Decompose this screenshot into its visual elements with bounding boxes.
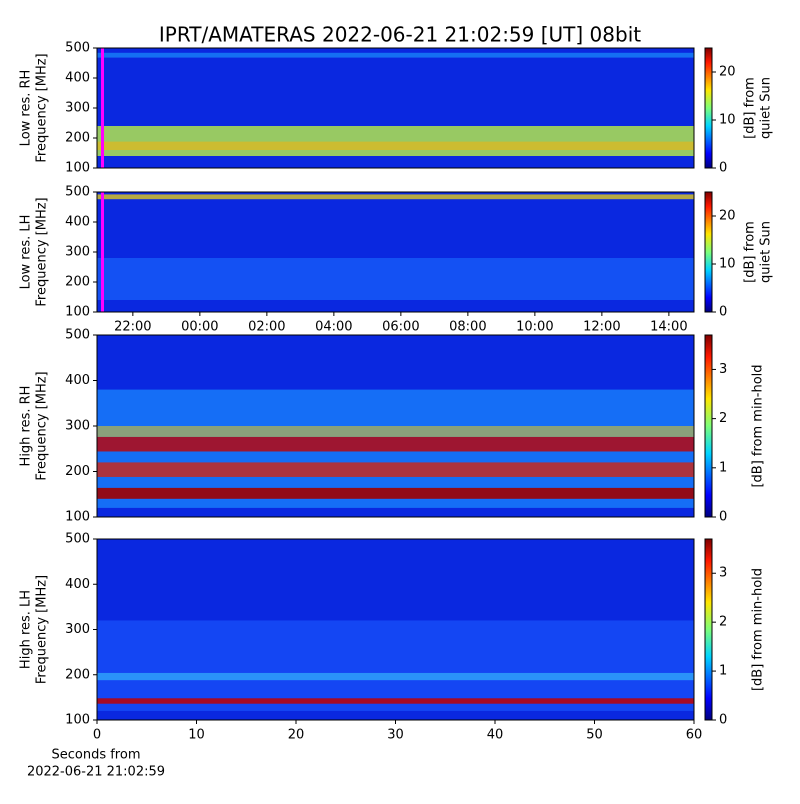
colorbar-tick-label: 20 — [719, 65, 736, 80]
colorbar-tick-label: 3 — [719, 362, 727, 377]
colorbar-tick-label: 10 — [719, 257, 736, 272]
marker-line — [101, 192, 104, 312]
y-axis-label: Frequency [MHz] — [35, 371, 50, 480]
spectrogram-band — [97, 194, 694, 200]
colorbar-tick-label: 10 — [719, 113, 736, 128]
x-tick-label: 10:00 — [516, 320, 553, 335]
y-axis-label: Low res. RH — [19, 70, 34, 147]
colorbar-tick-label: 0 — [719, 510, 727, 525]
colorbar — [704, 191, 713, 313]
colorbar-tick-label: 20 — [719, 209, 736, 224]
spectrogram-band — [97, 620, 694, 711]
y-tick-label: 500 — [65, 328, 90, 343]
y-axis-label: Frequency [MHz] — [35, 197, 50, 306]
spectrogram-band — [97, 141, 694, 150]
y-axis-label: Frequency [MHz] — [35, 575, 50, 684]
x-tick-label: 14:00 — [650, 320, 687, 335]
colorbar-tick-label: 0 — [719, 305, 727, 320]
y-tick-label: 300 — [65, 622, 90, 637]
colorbar — [704, 47, 713, 169]
colorbar-label: [dB] from min-hold — [751, 568, 766, 691]
colorbar-label: quiet Sun — [759, 77, 774, 139]
y-tick-label: 400 — [65, 71, 90, 86]
colorbar-tick-label: 2 — [719, 411, 727, 426]
y-tick-label: 400 — [65, 373, 90, 388]
x-tick-label: 10 — [188, 728, 205, 743]
y-tick-label: 100 — [65, 713, 90, 728]
spectrogram-band — [97, 462, 694, 477]
y-tick-label: 100 — [65, 161, 90, 176]
y-tick-label: 300 — [65, 101, 90, 116]
colorbar-tick-label: 0 — [719, 161, 727, 176]
y-tick-label: 400 — [65, 577, 90, 592]
y-axis-label: High res. LH — [19, 590, 34, 669]
y-tick-label: 500 — [65, 532, 90, 547]
x-tick-label: 50 — [586, 728, 603, 743]
spectrogram-band — [97, 698, 694, 704]
x-tick-label: 40 — [487, 728, 504, 743]
colorbar-label: [dB] from — [743, 221, 758, 283]
y-tick-label: 500 — [65, 185, 90, 200]
x-tick-label: 02:00 — [248, 320, 285, 335]
x-tick-label: 0 — [93, 728, 101, 743]
y-axis-label: High res. RH — [19, 386, 34, 467]
spectrogram-band — [97, 126, 694, 156]
spectrogram-band — [97, 52, 694, 58]
x-tick-label: 04:00 — [315, 320, 352, 335]
x-tick-label: 20 — [288, 728, 305, 743]
colorbar-tick-label: 1 — [719, 460, 727, 475]
title: IPRT/AMATERAS 2022-06-21 21:02:59 [UT] 0… — [159, 23, 641, 47]
colorbar — [704, 538, 713, 721]
x-tick-label: 08:00 — [449, 320, 486, 335]
y-tick-label: 300 — [65, 419, 90, 434]
colorbar-label: quiet Sun — [759, 221, 774, 283]
y-tick-label: 200 — [65, 131, 90, 146]
y-tick-label: 200 — [65, 275, 90, 290]
x-tick-label: 60 — [686, 728, 703, 743]
y-tick-label: 200 — [65, 667, 90, 682]
spectrogram-band — [97, 436, 694, 452]
y-tick-label: 300 — [65, 245, 90, 260]
y-tick-label: 100 — [65, 510, 90, 525]
x-axis-label: Seconds from — [51, 748, 140, 763]
x-axis-label: 2022-06-21 21:02:59 — [27, 765, 165, 780]
spectrogram-band — [97, 426, 694, 437]
spectrogram-band — [97, 258, 694, 300]
x-tick-label: 00:00 — [181, 320, 218, 335]
y-tick-label: 500 — [65, 41, 90, 56]
spectrogram-band — [97, 672, 694, 681]
x-tick-label: 12:00 — [583, 320, 620, 335]
y-axis-label: Low res. LH — [19, 215, 34, 290]
y-tick-label: 200 — [65, 464, 90, 479]
colorbar — [704, 334, 713, 518]
colorbar-tick-label: 0 — [719, 713, 727, 728]
y-tick-label: 400 — [65, 215, 90, 230]
spectrogram-band — [97, 487, 694, 499]
marker-line — [101, 48, 104, 168]
colorbar-label: [dB] from — [743, 77, 758, 139]
colorbar-tick-label: 3 — [719, 566, 727, 581]
y-tick-label: 100 — [65, 305, 90, 320]
x-tick-label: 22:00 — [114, 320, 151, 335]
colorbar-tick-label: 1 — [719, 664, 727, 679]
y-axis-label: Frequency [MHz] — [35, 53, 50, 162]
colorbar-tick-label: 2 — [719, 615, 727, 630]
x-tick-label: 30 — [387, 728, 404, 743]
x-tick-label: 06:00 — [382, 320, 419, 335]
colorbar-label: [dB] from min-hold — [751, 364, 766, 487]
